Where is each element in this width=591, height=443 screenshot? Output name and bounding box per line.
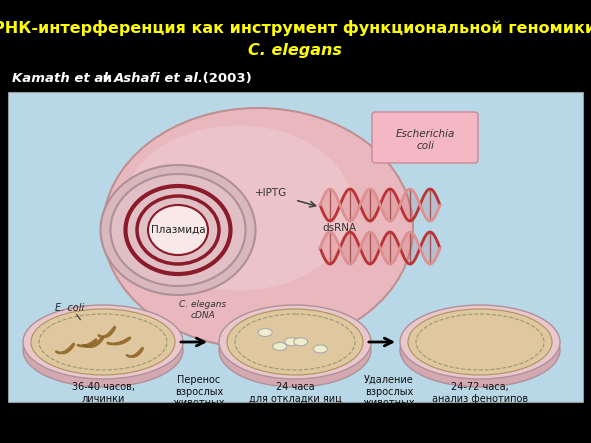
Text: и: и	[98, 71, 116, 85]
Text: Escherichia
coli: Escherichia coli	[395, 129, 454, 151]
Ellipse shape	[100, 165, 255, 295]
Ellipse shape	[285, 338, 298, 346]
Ellipse shape	[400, 305, 560, 379]
FancyBboxPatch shape	[8, 92, 583, 402]
Ellipse shape	[258, 329, 272, 337]
Ellipse shape	[294, 338, 308, 346]
Text: Удаление
взрослых
животных: Удаление взрослых животных	[363, 375, 415, 408]
Ellipse shape	[23, 305, 183, 379]
Ellipse shape	[123, 125, 353, 291]
Ellipse shape	[400, 313, 560, 387]
Text: Плазмида: Плазмида	[151, 225, 205, 235]
Ellipse shape	[103, 108, 413, 348]
FancyBboxPatch shape	[372, 112, 478, 163]
Text: C. elegans
cDNA: C. elegans cDNA	[180, 300, 226, 320]
Text: РНК-интерференция как инструмент функциональной геномики: РНК-интерференция как инструмент функцио…	[0, 20, 591, 36]
Text: C. elegans: C. elegans	[248, 43, 342, 58]
Ellipse shape	[148, 205, 208, 255]
Ellipse shape	[219, 305, 371, 379]
Text: Перенос
взрослых
животных: Перенос взрослых животных	[173, 375, 225, 408]
Ellipse shape	[313, 345, 327, 353]
Ellipse shape	[227, 309, 363, 375]
Text: 24 часа
для откладки яиц: 24 часа для откладки яиц	[249, 382, 342, 404]
Ellipse shape	[23, 313, 183, 387]
Text: Ashafi et al.: Ashafi et al.	[114, 71, 204, 85]
Ellipse shape	[408, 309, 552, 375]
Text: 24-72 часа,
анализ фенотипов: 24-72 часа, анализ фенотипов	[432, 382, 528, 404]
Text: E. coli: E. coli	[55, 303, 85, 313]
Ellipse shape	[272, 342, 287, 350]
Text: dsRNA: dsRNA	[322, 223, 356, 233]
Ellipse shape	[31, 309, 175, 375]
Ellipse shape	[219, 313, 371, 387]
Text: Kamath et al.: Kamath et al.	[12, 71, 113, 85]
Text: (2003): (2003)	[198, 71, 252, 85]
Text: 36-40 часов,
личинки: 36-40 часов, личинки	[72, 382, 135, 404]
Text: +IPTG: +IPTG	[255, 188, 287, 198]
Ellipse shape	[111, 174, 245, 286]
